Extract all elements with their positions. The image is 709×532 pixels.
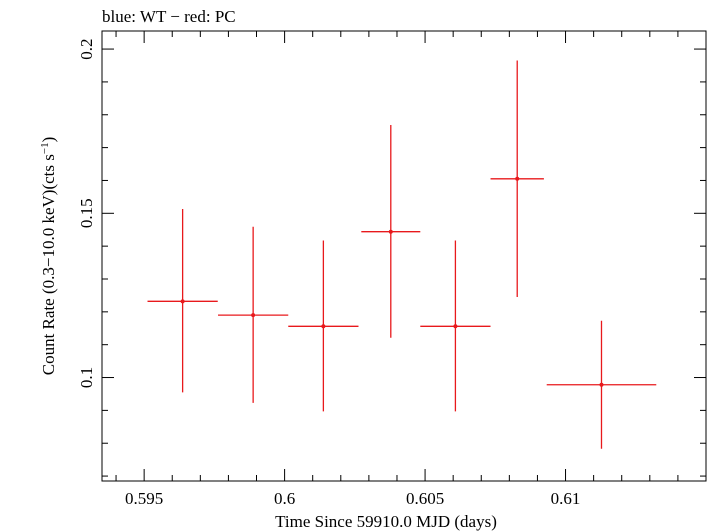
data-point: [288, 240, 359, 412]
data-point: [546, 320, 657, 449]
data-marker: [599, 382, 604, 387]
y-tick-label: 0.15: [77, 198, 96, 228]
y-tick-label: 0.1: [77, 367, 96, 388]
data-marker: [453, 324, 458, 329]
data-point: [218, 226, 289, 403]
data-points: [147, 60, 657, 449]
x-tick-label: 0.595: [125, 489, 163, 508]
chart-title: blue: WT − red: PC: [102, 7, 236, 26]
y-axis-label-superscript: −1: [39, 142, 51, 154]
plot-frame: [101, 30, 707, 482]
axis-ticks: [102, 31, 707, 481]
x-axis-label: Time Since 59910.0 MJD (days): [275, 512, 497, 531]
y-axis-label-main: Count Rate (0.3−10.0 keV)(cts s: [39, 154, 58, 375]
data-marker: [180, 299, 185, 304]
data-marker: [321, 324, 326, 329]
y-axis-label: Count Rate (0.3−10.0 keV)(cts s−1): [39, 137, 58, 376]
data-marker: [388, 229, 393, 234]
y-axis-label-close: ): [39, 137, 58, 143]
x-tick-label: 0.61: [551, 489, 581, 508]
data-marker: [515, 176, 520, 181]
data-point: [420, 240, 491, 412]
y-tick-label: 0.2: [77, 38, 96, 59]
x-tick-label: 0.605: [406, 489, 444, 508]
data-point: [490, 60, 544, 298]
x-tick-labels: 0.595 0.6 0.605 0.61: [125, 489, 580, 508]
x-tick-label: 0.6: [274, 489, 295, 508]
data-marker: [251, 313, 256, 318]
data-point: [361, 124, 421, 338]
y-tick-labels: 0.1 0.15 0.2: [77, 38, 96, 388]
data-point: [147, 209, 218, 393]
